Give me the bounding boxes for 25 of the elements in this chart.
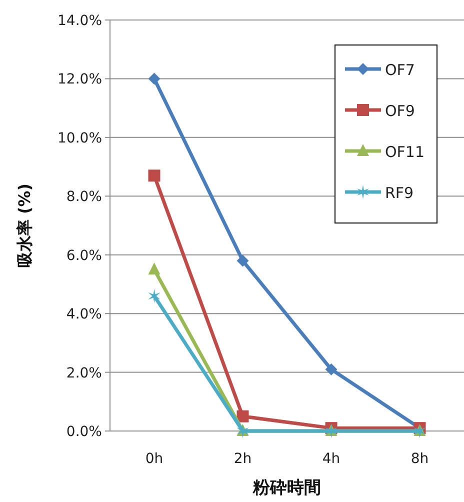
legend-label: OF9 <box>385 102 415 120</box>
point <box>148 170 160 182</box>
point <box>148 262 160 275</box>
x-tick-label: 4h <box>322 451 340 467</box>
point <box>236 410 249 422</box>
point <box>236 254 249 267</box>
x-tick-label: 2h <box>234 451 252 467</box>
y-tick-label: 14.0% <box>58 13 102 29</box>
y-tick-label: 4.0% <box>66 306 102 323</box>
legend-label: RF9 <box>385 184 414 202</box>
y-axis-title: 吸水率 (%) <box>15 183 34 268</box>
point <box>325 363 338 376</box>
x-tick-label: 8h <box>410 451 429 467</box>
y-tick-label: 2.0% <box>66 365 102 382</box>
y-tick-label: 8.0% <box>66 189 102 206</box>
point <box>148 288 160 303</box>
y-tick-label: 6.0% <box>66 248 102 264</box>
legend-label: OF7 <box>385 61 415 79</box>
legend-label: OF11 <box>385 143 425 161</box>
y-tick-label: 12.0% <box>58 72 102 88</box>
x-tick-label: 0h <box>145 451 164 467</box>
y-tick-label: 0.0% <box>66 424 102 440</box>
x-axis-title: 粉砕時間 <box>252 478 321 498</box>
point <box>148 72 160 85</box>
y-tick-label: 10.0% <box>58 130 102 146</box>
